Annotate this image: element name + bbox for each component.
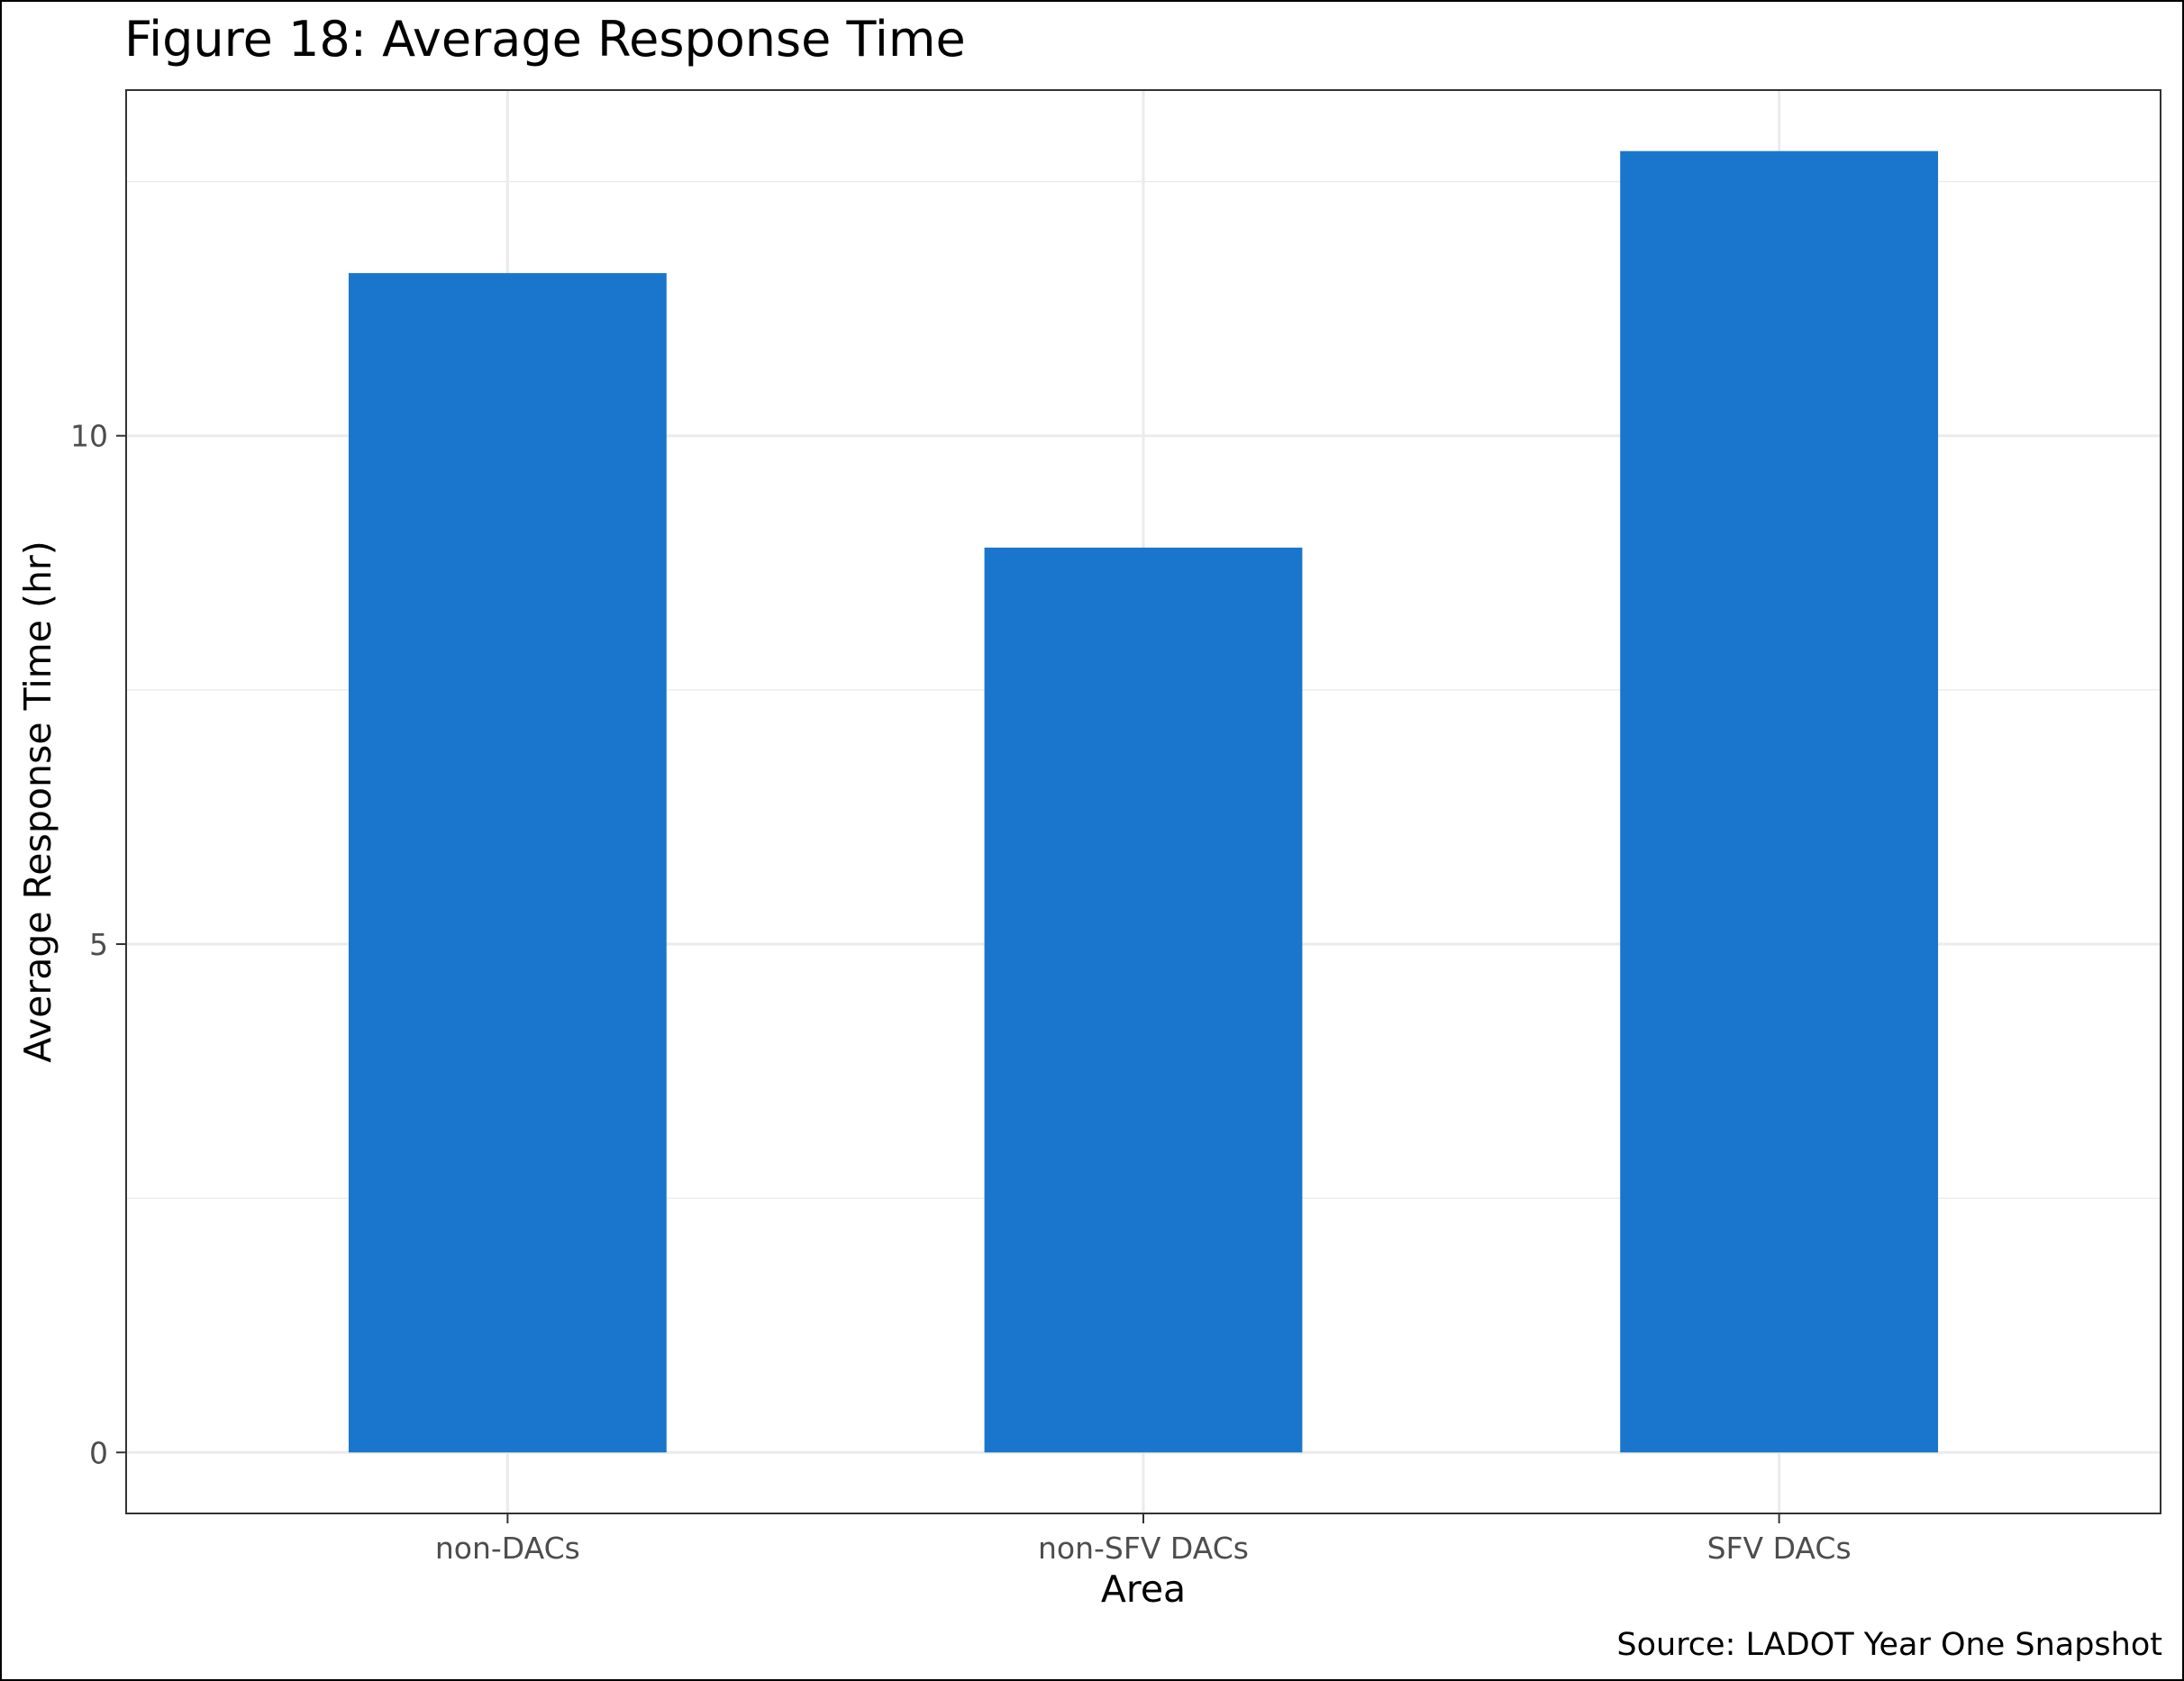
x-tick-label-1: non-SFV DACs <box>1038 1531 1249 1566</box>
bar-series <box>348 150 1939 1453</box>
y-tick-label-1: 5 <box>89 927 108 962</box>
x-tick-label-0: non-DACs <box>435 1531 580 1566</box>
bar-sfv-dacs <box>1620 150 1939 1453</box>
y-tick-label-2: 10 <box>70 419 108 454</box>
chart-title: Figure 18: Average Response Time <box>124 11 966 68</box>
bar-non-dacs <box>348 273 667 1453</box>
x-axis-title: Area <box>1101 1567 1186 1611</box>
y-tick-label-0: 0 <box>89 1435 108 1470</box>
x-tick-label-2: SFV DACs <box>1707 1531 1852 1566</box>
bar-non-sfv-dacs <box>984 547 1303 1453</box>
source-caption: Source: LADOT Year One Snapshot <box>1616 1627 2162 1663</box>
axis-ticks: 0 5 10 non-DACs non-SFV DACs SFV DACs <box>70 419 1852 1566</box>
y-axis-title: Average Response Time (hr) <box>16 541 59 1063</box>
